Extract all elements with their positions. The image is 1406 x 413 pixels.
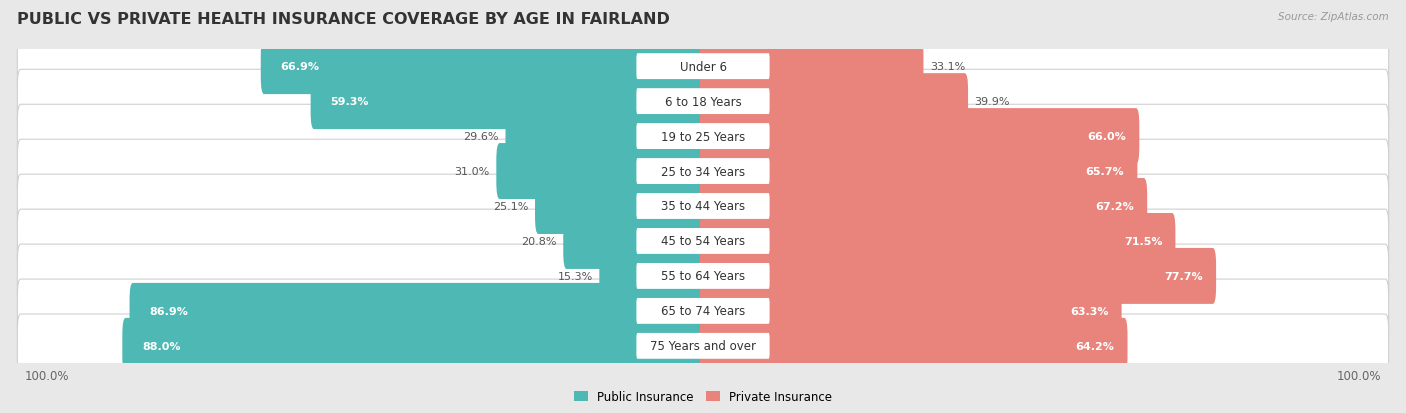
Text: 29.6%: 29.6%: [464, 132, 499, 142]
Text: Under 6: Under 6: [679, 61, 727, 74]
Text: 39.9%: 39.9%: [974, 97, 1010, 107]
FancyBboxPatch shape: [17, 175, 1389, 238]
Legend: Public Insurance, Private Insurance: Public Insurance, Private Insurance: [569, 385, 837, 408]
FancyBboxPatch shape: [637, 298, 769, 324]
Text: 66.9%: 66.9%: [280, 62, 319, 72]
FancyBboxPatch shape: [311, 74, 706, 130]
FancyBboxPatch shape: [637, 159, 769, 185]
FancyBboxPatch shape: [129, 283, 706, 339]
Text: 86.9%: 86.9%: [149, 306, 188, 316]
FancyBboxPatch shape: [637, 124, 769, 150]
Text: Source: ZipAtlas.com: Source: ZipAtlas.com: [1278, 12, 1389, 22]
FancyBboxPatch shape: [700, 318, 1128, 374]
Text: 63.3%: 63.3%: [1070, 306, 1108, 316]
FancyBboxPatch shape: [17, 279, 1389, 343]
FancyBboxPatch shape: [260, 39, 706, 95]
FancyBboxPatch shape: [700, 144, 1137, 199]
FancyBboxPatch shape: [599, 248, 706, 304]
FancyBboxPatch shape: [536, 178, 706, 235]
Text: 59.3%: 59.3%: [330, 97, 368, 107]
Text: 67.2%: 67.2%: [1095, 202, 1135, 211]
FancyBboxPatch shape: [700, 74, 969, 130]
Text: 19 to 25 Years: 19 to 25 Years: [661, 130, 745, 143]
Text: 66.0%: 66.0%: [1087, 132, 1126, 142]
FancyBboxPatch shape: [700, 39, 924, 95]
Text: 20.8%: 20.8%: [522, 236, 557, 247]
Text: 55 to 64 Years: 55 to 64 Years: [661, 270, 745, 283]
Text: 88.0%: 88.0%: [142, 341, 180, 351]
Text: 15.3%: 15.3%: [558, 271, 593, 281]
FancyBboxPatch shape: [564, 214, 706, 269]
Text: 65.7%: 65.7%: [1085, 166, 1125, 177]
FancyBboxPatch shape: [700, 214, 1175, 269]
FancyBboxPatch shape: [17, 70, 1389, 134]
Text: 35 to 44 Years: 35 to 44 Years: [661, 200, 745, 213]
FancyBboxPatch shape: [17, 140, 1389, 203]
FancyBboxPatch shape: [17, 314, 1389, 378]
Text: 33.1%: 33.1%: [929, 62, 966, 72]
Text: 77.7%: 77.7%: [1164, 271, 1204, 281]
FancyBboxPatch shape: [637, 228, 769, 254]
FancyBboxPatch shape: [17, 244, 1389, 308]
Text: 31.0%: 31.0%: [454, 166, 489, 177]
FancyBboxPatch shape: [700, 283, 1122, 339]
FancyBboxPatch shape: [637, 263, 769, 289]
FancyBboxPatch shape: [637, 333, 769, 359]
FancyBboxPatch shape: [700, 178, 1147, 235]
FancyBboxPatch shape: [17, 210, 1389, 273]
Text: 71.5%: 71.5%: [1123, 236, 1163, 247]
Text: 65 to 74 Years: 65 to 74 Years: [661, 305, 745, 318]
Text: 75 Years and over: 75 Years and over: [650, 339, 756, 352]
FancyBboxPatch shape: [637, 89, 769, 115]
FancyBboxPatch shape: [637, 194, 769, 219]
FancyBboxPatch shape: [637, 54, 769, 80]
FancyBboxPatch shape: [700, 248, 1216, 304]
Text: 45 to 54 Years: 45 to 54 Years: [661, 235, 745, 248]
Text: 25 to 34 Years: 25 to 34 Years: [661, 165, 745, 178]
FancyBboxPatch shape: [496, 144, 706, 199]
FancyBboxPatch shape: [17, 35, 1389, 99]
FancyBboxPatch shape: [700, 109, 1139, 165]
Text: 64.2%: 64.2%: [1076, 341, 1115, 351]
FancyBboxPatch shape: [122, 318, 706, 374]
Text: 6 to 18 Years: 6 to 18 Years: [665, 95, 741, 108]
FancyBboxPatch shape: [506, 109, 706, 165]
Text: PUBLIC VS PRIVATE HEALTH INSURANCE COVERAGE BY AGE IN FAIRLAND: PUBLIC VS PRIVATE HEALTH INSURANCE COVER…: [17, 12, 669, 27]
Text: 25.1%: 25.1%: [494, 202, 529, 211]
FancyBboxPatch shape: [17, 105, 1389, 169]
